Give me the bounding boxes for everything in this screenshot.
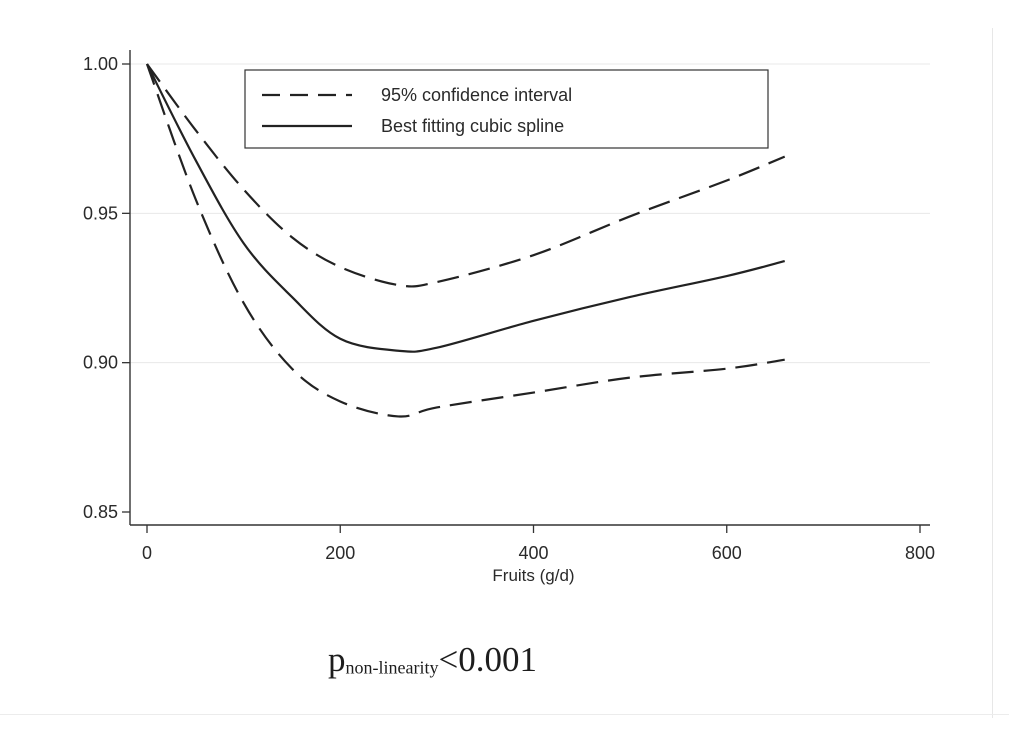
grid-lines bbox=[130, 63, 930, 364]
x-tick-label: 800 bbox=[905, 543, 935, 563]
x-tick-label: 400 bbox=[518, 543, 548, 563]
y-tick-label: 1.00 bbox=[83, 54, 118, 74]
p-value-annotation: pnon-linearity<0.001 bbox=[328, 640, 537, 680]
bottom-border-rule bbox=[0, 714, 1009, 715]
x-axis-label: Fruits (g/d) bbox=[492, 566, 574, 585]
y-tick-label: 0.90 bbox=[83, 353, 118, 373]
x-tick-label: 200 bbox=[325, 543, 355, 563]
legend-label-confidence-interval: 95% confidence interval bbox=[381, 85, 572, 105]
legend: 95% confidence interval Best fitting cub… bbox=[244, 69, 769, 149]
y-tick-label: 0.85 bbox=[83, 502, 118, 522]
series-lines bbox=[145, 63, 786, 418]
p-value-symbol: p bbox=[328, 640, 346, 679]
p-value-threshold: <0.001 bbox=[438, 640, 537, 679]
x-tick-label: 600 bbox=[712, 543, 742, 563]
axes: 0.85 0.90 0.95 1.00 0 200 400 600 800 bbox=[83, 50, 935, 563]
p-value-subscript: non-linearity bbox=[345, 657, 439, 678]
legend-label-cubic-spline: Best fitting cubic spline bbox=[381, 116, 564, 136]
x-tick-label: 0 bbox=[142, 543, 152, 563]
right-border-rule bbox=[992, 28, 993, 718]
upper-confidence-line bbox=[146, 63, 786, 288]
cubic-spline-line bbox=[146, 63, 785, 353]
lower-confidence-line bbox=[145, 63, 785, 418]
legend-box bbox=[244, 69, 769, 149]
y-tick-label: 0.95 bbox=[83, 203, 118, 223]
